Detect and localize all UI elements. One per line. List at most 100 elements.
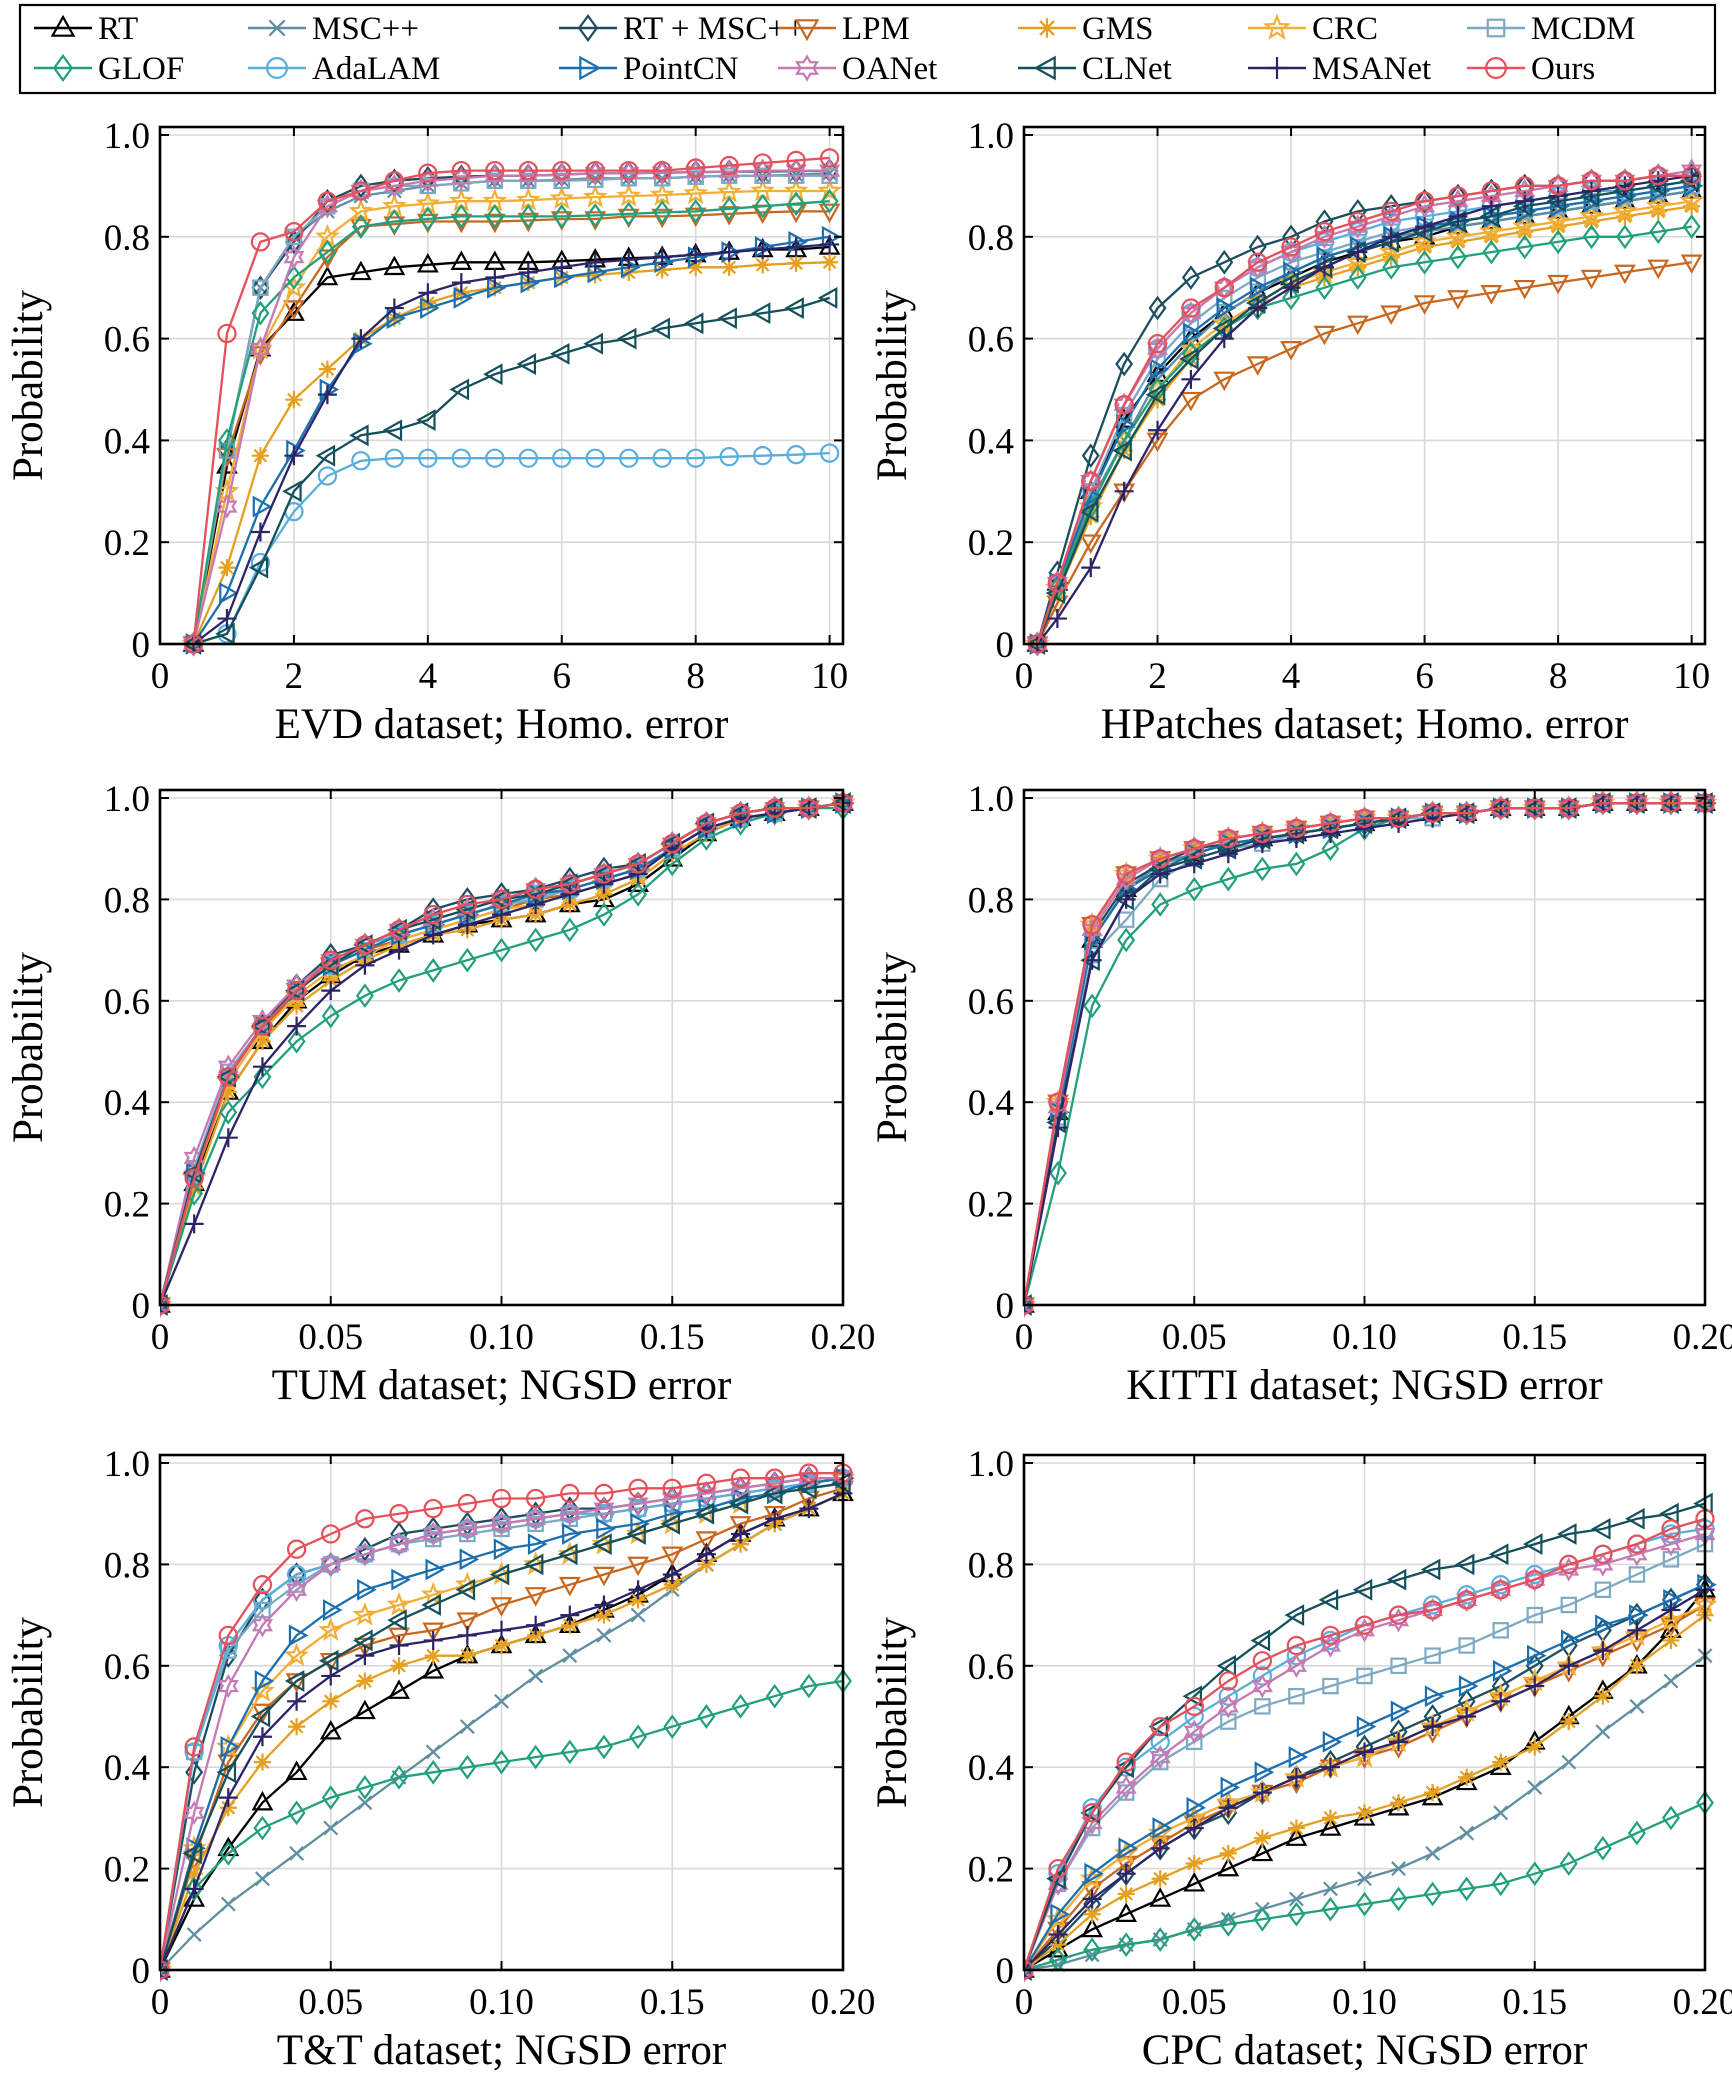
data-point (425, 1744, 441, 1760)
data-point (318, 1649, 339, 1672)
data-point (354, 1699, 376, 1720)
data-point (160, 1958, 171, 1978)
data-point (318, 188, 337, 214)
data-point (754, 256, 772, 274)
data-point (660, 1512, 681, 1535)
data-point (322, 971, 340, 990)
data-point (1024, 1292, 1035, 1318)
data-point (1492, 1753, 1510, 1771)
data-point (819, 158, 841, 183)
data-point (663, 1714, 682, 1739)
data-point (1581, 171, 1602, 191)
data-point (1147, 334, 1168, 354)
data-point (558, 873, 578, 896)
data-point (626, 1523, 646, 1545)
legend-label: AdaLAM (312, 51, 440, 87)
data-point (253, 1032, 271, 1050)
data-point (1594, 1581, 1612, 1598)
data-point (628, 1580, 648, 1600)
data-point (1423, 1881, 1442, 1907)
data-point (1493, 1805, 1509, 1821)
data-point (391, 1568, 411, 1591)
data-point (1348, 242, 1368, 262)
data-point (1218, 1798, 1238, 1818)
x-tick-label: 4 (419, 656, 438, 697)
data-point (285, 1673, 308, 1693)
data-point (552, 160, 572, 181)
data-point (1024, 1957, 1035, 1983)
data-point (765, 1683, 784, 1709)
x-tick-label: 0 (151, 1317, 170, 1358)
data-point (594, 874, 614, 894)
data-point (321, 1785, 340, 1810)
x-tick-label: 0.10 (469, 1317, 534, 1358)
data-point (1321, 1809, 1339, 1827)
data-point (686, 158, 706, 178)
tick-marks (1023, 790, 1706, 1306)
data-point (1559, 1656, 1579, 1676)
data-point (315, 444, 336, 467)
data-point (787, 254, 805, 272)
data-point (1356, 1667, 1373, 1685)
legend-label: RT (98, 11, 138, 47)
data-point (1582, 181, 1601, 201)
y-tick-label: 1.0 (968, 779, 1014, 820)
data-point (594, 1734, 613, 1760)
y-tick-label: 0 (996, 1951, 1015, 1992)
data-point (753, 240, 773, 260)
chart-panel-2: 0 2 4 6 8 10 0 0.2 0.4 0.6 0.8 1.0 HPatches dataset;… (869, 116, 1710, 748)
data-point (731, 1694, 750, 1719)
data-point (1490, 1577, 1512, 1602)
data-point (251, 300, 270, 326)
data-point (1661, 793, 1681, 813)
series-gms (1024, 1606, 1714, 1979)
data-point (485, 160, 505, 181)
series-line (1024, 1532, 1706, 1971)
data-point (518, 448, 538, 468)
data-point (783, 177, 809, 202)
data-point (1080, 468, 1102, 494)
data-point (662, 1565, 682, 1585)
data-point (629, 1724, 648, 1750)
data-point (1561, 1754, 1577, 1770)
x-tick-label: 0.20 (1673, 1317, 1732, 1358)
data-point (323, 1820, 339, 1836)
data-point (459, 1548, 480, 1571)
data-point (554, 266, 574, 289)
chart-panel-5: 0 0.05 0.10 0.15 0.20 0 0.2 0.4 0.6 0.8 1.0 T&T dat… (5, 1444, 875, 2074)
data-point (1322, 1730, 1343, 1753)
x-tick-label: 0.15 (640, 1317, 705, 1358)
data-point (1415, 217, 1435, 237)
data-point (284, 1642, 309, 1667)
data-point (731, 1524, 751, 1544)
data-point (1048, 1925, 1068, 1945)
series-line (1024, 1543, 1706, 1971)
data-point (1219, 866, 1238, 892)
data-point (1388, 808, 1409, 828)
data-point (182, 631, 205, 657)
data-point (384, 171, 405, 191)
y-tick-label: 0 (996, 1286, 1015, 1327)
data-point (729, 1516, 752, 1536)
data-point (1186, 1733, 1203, 1751)
data-point (1456, 803, 1477, 823)
data-point (527, 906, 545, 924)
legend-item-mcdm: MCDM (1467, 11, 1636, 47)
data-point (219, 1083, 237, 1101)
legend-label: RT + MSC++ (623, 11, 805, 47)
data-point (485, 268, 505, 288)
y-tick-label: 0.4 (968, 1083, 1014, 1124)
data-point (352, 1602, 378, 1626)
data-point (719, 447, 739, 467)
data-point (595, 885, 613, 903)
plot-frame (1022, 125, 1707, 646)
data-point (416, 253, 439, 273)
data-point (1218, 1686, 1238, 1706)
data-point (594, 1483, 614, 1504)
data-point (418, 206, 437, 232)
data-point (384, 298, 404, 318)
data-point (719, 242, 739, 262)
series-pointcn (160, 792, 855, 1312)
data-point (516, 353, 537, 375)
data-point (1683, 175, 1704, 197)
